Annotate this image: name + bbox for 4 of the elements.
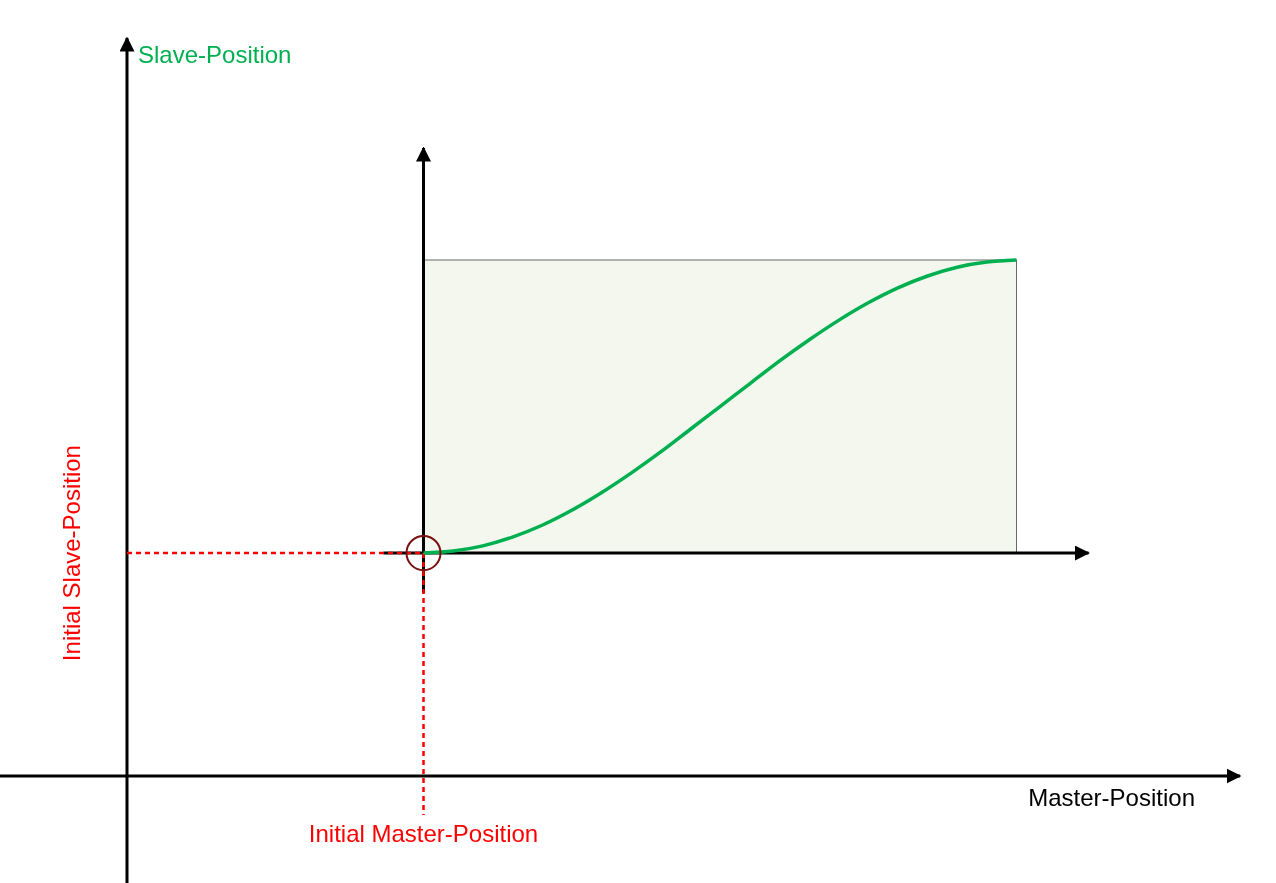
ref-line-label: Initial Slave-Position: [58, 445, 85, 662]
x-axis-title: Master-Position: [1028, 784, 1195, 811]
text: Slave-Position: [138, 41, 292, 68]
text: Initial Master-Position: [308, 820, 539, 847]
